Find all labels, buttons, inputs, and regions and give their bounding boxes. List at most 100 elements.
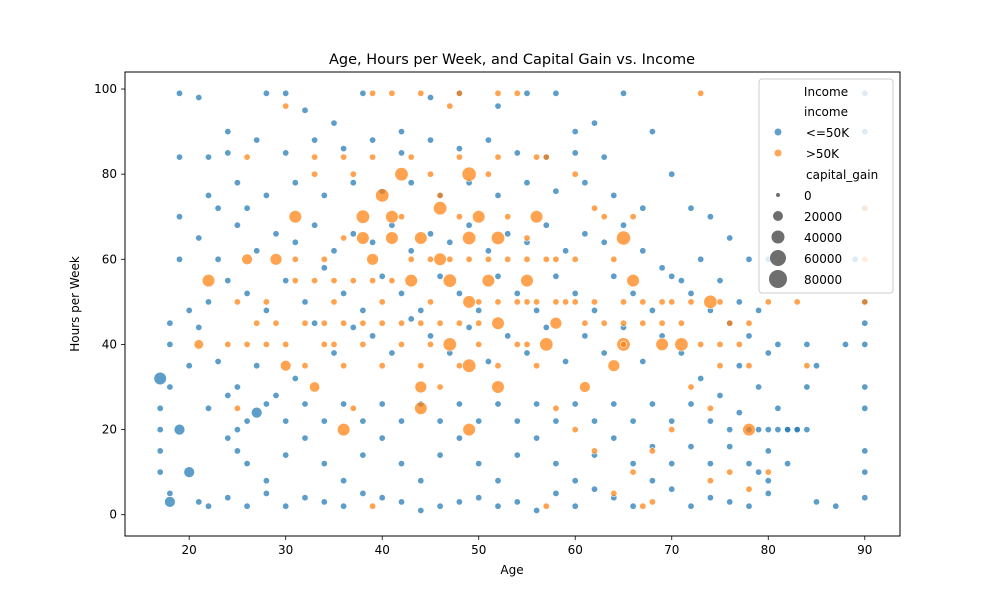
- data-point: [629, 417, 637, 425]
- data-point: [552, 255, 560, 263]
- data-point: [552, 460, 560, 468]
- data-point: [233, 221, 241, 229]
- data-point: [455, 498, 463, 506]
- data-point: [697, 374, 705, 382]
- data-point: [861, 494, 869, 502]
- data-point: [562, 247, 570, 255]
- data-point: [616, 230, 631, 246]
- data-point: [562, 357, 570, 365]
- data-point: [349, 323, 357, 331]
- data-point: [571, 502, 579, 510]
- data-point: [549, 317, 563, 330]
- data-point: [668, 426, 676, 434]
- data-point: [272, 319, 280, 327]
- data-point: [224, 149, 232, 157]
- data-point: [446, 255, 454, 263]
- data-point: [378, 362, 386, 370]
- data-point: [205, 404, 213, 412]
- data-point: [542, 153, 550, 161]
- data-point: [291, 238, 299, 246]
- data-point: [726, 443, 734, 451]
- data-point: [433, 252, 447, 266]
- data-point: [687, 298, 695, 306]
- data-point: [706, 404, 714, 412]
- data-point: [629, 213, 637, 221]
- data-point: [716, 340, 724, 348]
- data-point: [639, 204, 647, 212]
- data-point: [687, 502, 695, 510]
- data-point: [484, 170, 492, 178]
- data-point: [562, 298, 570, 306]
- data-point: [394, 167, 409, 182]
- data-point: [417, 506, 425, 514]
- data-point: [706, 460, 714, 468]
- data-point: [706, 213, 714, 221]
- data-point: [224, 340, 232, 348]
- x-axis: 20 30 40 50 60 70 80 90: [182, 536, 872, 557]
- data-point: [861, 340, 869, 348]
- data-point: [465, 221, 473, 229]
- data-point: [262, 489, 270, 497]
- data-point: [455, 362, 463, 370]
- y-tick-label: 60: [102, 252, 117, 266]
- data-point: [803, 362, 811, 370]
- data-point: [513, 498, 521, 506]
- legend-size-title: capital_gain: [806, 168, 878, 182]
- y-axis-label: Hours per Week: [68, 256, 82, 352]
- data-point: [385, 210, 399, 224]
- data-point: [571, 289, 579, 297]
- data-point: [417, 477, 425, 485]
- legend-size-label-20000: 20000: [804, 210, 842, 224]
- data-point: [369, 238, 377, 246]
- data-point: [542, 323, 550, 331]
- data-point: [533, 506, 541, 514]
- legend-label-le50k: <=50K: [802, 126, 850, 140]
- data-point: [658, 319, 666, 327]
- data-point: [369, 502, 377, 510]
- x-tick-label: 20: [182, 543, 197, 557]
- data-point: [282, 102, 290, 110]
- data-point: [841, 340, 849, 348]
- data-point: [320, 498, 328, 506]
- data-point: [745, 332, 753, 340]
- legend-size-marker-20000: [773, 211, 783, 221]
- data-point: [726, 319, 734, 327]
- data-point: [243, 417, 251, 425]
- data-point: [253, 247, 261, 255]
- data-point: [639, 298, 647, 306]
- data-point: [397, 460, 405, 468]
- data-point: [462, 231, 477, 246]
- data-point: [397, 498, 405, 506]
- x-axis-label: Age: [500, 563, 523, 577]
- chart-title: Age, Hours per Week, and Capital Gain vs…: [329, 52, 695, 68]
- data-point: [523, 89, 531, 97]
- data-point: [455, 400, 463, 408]
- data-point: [764, 298, 772, 306]
- data-point: [639, 502, 647, 510]
- data-point: [233, 179, 241, 187]
- data-point: [340, 400, 348, 408]
- data-point: [355, 209, 370, 224]
- data-point: [745, 460, 753, 468]
- data-point: [533, 306, 541, 314]
- data-point: [442, 273, 457, 288]
- data-point: [803, 383, 811, 391]
- data-point: [385, 231, 399, 245]
- data-point: [301, 298, 309, 306]
- data-point: [619, 340, 627, 348]
- data-point: [513, 298, 521, 306]
- data-point: [397, 289, 405, 297]
- data-point: [764, 426, 772, 434]
- data-point: [610, 434, 618, 442]
- y-tick-label: 40: [102, 337, 117, 351]
- data-point: [330, 298, 338, 306]
- data-point: [224, 391, 232, 399]
- data-point: [861, 468, 869, 476]
- data-point: [407, 255, 415, 263]
- data-point: [253, 319, 261, 327]
- data-point: [269, 253, 283, 266]
- data-point: [243, 460, 251, 468]
- data-point: [793, 426, 801, 434]
- data-point: [610, 489, 618, 497]
- data-point: [523, 179, 531, 187]
